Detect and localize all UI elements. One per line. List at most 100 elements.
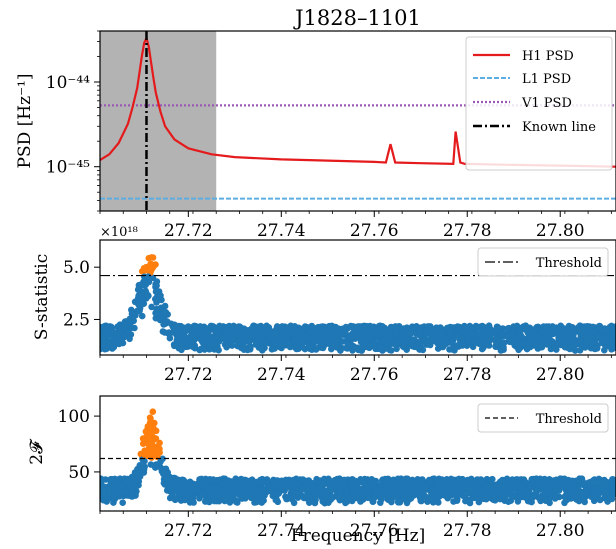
data-point [235, 477, 242, 484]
data-point [276, 335, 284, 343]
data-point [142, 266, 149, 274]
y-tick-label: 10⁻⁴⁵ [46, 158, 90, 178]
panel1-title: J1828–1101 [293, 6, 421, 30]
data-point [352, 477, 359, 485]
data-point [176, 489, 183, 496]
data-point [226, 499, 234, 506]
legend-l1-label: L1 PSD [522, 72, 571, 87]
data-point [437, 329, 445, 337]
data-point [165, 485, 172, 492]
data-point [182, 325, 190, 333]
data-point [363, 322, 370, 330]
data-point [571, 342, 579, 350]
data-point [167, 320, 175, 328]
data-point [224, 342, 231, 349]
data-point [353, 345, 361, 352]
data-point [473, 490, 481, 497]
data-point [504, 325, 512, 332]
data-point [602, 482, 609, 489]
data-point [235, 339, 242, 346]
data-point [212, 491, 220, 499]
data-point [201, 346, 208, 353]
data-point [200, 331, 207, 339]
data-point [171, 495, 179, 503]
x-tick-label: 27.78 [443, 521, 492, 541]
data-point [537, 481, 544, 488]
data-point [198, 491, 206, 499]
data-point [322, 489, 330, 497]
data-point [272, 341, 279, 348]
data-point [606, 332, 614, 340]
panel2-points [100, 254, 616, 354]
data-point [365, 342, 373, 350]
data-point [434, 482, 441, 489]
data-point [272, 496, 280, 504]
data-point [454, 491, 462, 499]
panel3-xlabel: Frequency [Hz] [291, 526, 425, 546]
data-point [130, 311, 137, 319]
x-tick-label: 27.76 [350, 521, 399, 541]
panel3-x-ticks: 27.72 27.74 27.76 27.78 27.80 [99, 511, 612, 541]
data-point [484, 483, 491, 490]
data-point [557, 481, 564, 489]
data-point [153, 311, 160, 319]
data-point [416, 329, 423, 336]
x-tick-label: 27.74 [257, 365, 306, 385]
data-point [453, 342, 461, 349]
data-point [288, 495, 296, 503]
data-point [360, 491, 367, 498]
data-point [380, 329, 388, 336]
data-point [126, 335, 133, 343]
panel2-scale-label: ×10¹⁸ [100, 225, 138, 240]
data-point [297, 485, 304, 493]
data-point [596, 483, 604, 491]
data-point [332, 328, 340, 336]
data-point [185, 491, 193, 498]
data-point [479, 322, 486, 330]
data-point [503, 332, 510, 340]
data-point [418, 476, 426, 484]
data-point [104, 323, 111, 331]
data-point [190, 499, 197, 506]
data-point [100, 333, 108, 341]
data-point [145, 273, 152, 281]
data-point [461, 484, 468, 491]
data-point [297, 338, 305, 346]
data-point [256, 487, 264, 495]
data-point [424, 323, 432, 331]
data-point [436, 338, 444, 345]
data-point [601, 489, 609, 496]
data-point [328, 345, 335, 353]
data-point [381, 488, 389, 495]
data-point [485, 322, 493, 330]
data-point [275, 490, 283, 497]
panel3-legend-label: Threshold [536, 412, 602, 427]
data-point [378, 495, 386, 503]
data-point [491, 497, 499, 504]
data-point [283, 333, 290, 340]
data-point [146, 419, 154, 427]
data-point [440, 478, 448, 485]
panel3-y-ticks: 100 50 [58, 407, 100, 483]
data-point [138, 312, 146, 320]
data-point [224, 479, 232, 487]
data-point [209, 337, 216, 344]
data-point [223, 492, 231, 500]
data-point [134, 465, 141, 473]
data-point [449, 324, 456, 331]
data-point [318, 330, 326, 338]
data-point [608, 342, 615, 349]
data-point [147, 260, 154, 268]
data-point [581, 498, 588, 506]
data-point [453, 476, 461, 484]
data-point [610, 327, 616, 334]
data-point [498, 331, 505, 339]
data-point [459, 492, 467, 499]
data-point [499, 476, 506, 484]
data-point [446, 346, 453, 353]
data-point [476, 340, 484, 348]
data-point [337, 487, 344, 495]
data-point [557, 325, 564, 333]
data-point [149, 254, 157, 261]
data-point [258, 494, 266, 501]
